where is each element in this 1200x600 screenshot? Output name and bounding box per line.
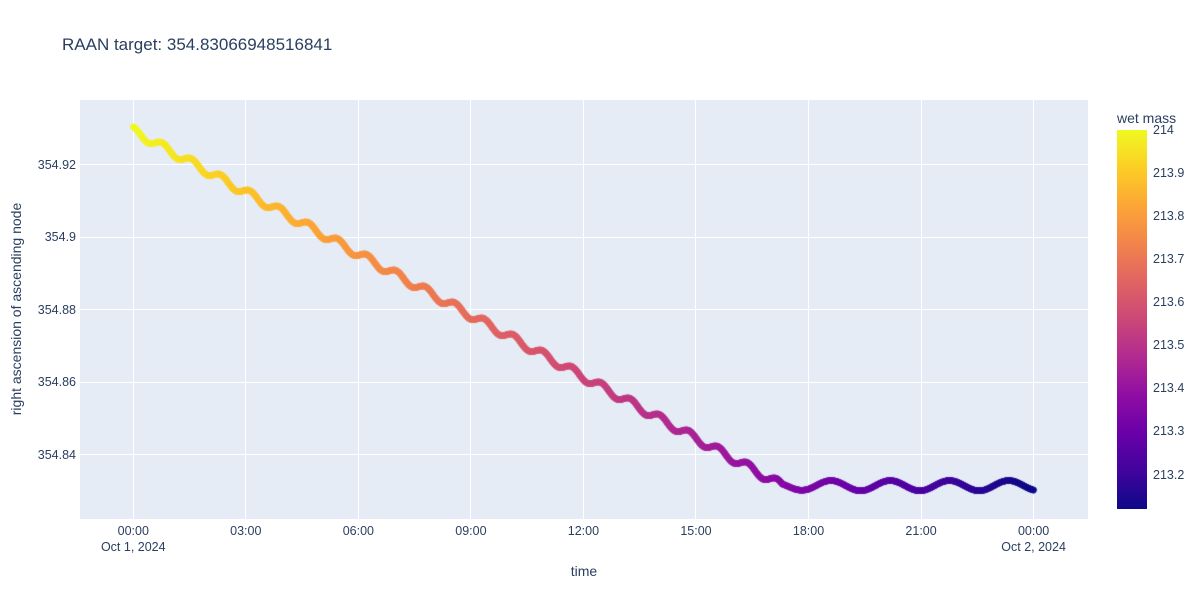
x-tick-label: 15:00: [680, 524, 712, 538]
colorbar-tick-label: 213.6: [1153, 295, 1185, 310]
colorbar-tick-label: 214: [1153, 123, 1174, 137]
y-tick-label: 354.9: [44, 230, 76, 245]
x-tick-label: 06:00: [342, 524, 374, 538]
y-tick-label: 354.92: [37, 157, 76, 172]
colorbar-title: wet mass: [1117, 110, 1177, 126]
x-tick-date-label: Oct 2, 2024: [1001, 540, 1066, 554]
x-tick-label: 09:00: [455, 524, 487, 538]
colorbar-tick-label: 213.7: [1153, 252, 1185, 267]
colorbar-tick-label: 213.8: [1153, 209, 1185, 224]
x-tick-label: 12:00: [567, 524, 600, 538]
colorbar-tick-label: 213.3: [1153, 424, 1185, 439]
x-tick-label: 21:00: [905, 524, 937, 538]
x-tick-date-label: Oct 1, 2024: [100, 540, 166, 554]
x-tick-label: 03:00: [230, 524, 262, 538]
colorbar-tick-label: 213.5: [1153, 338, 1185, 353]
y-tick-label: 354.86: [37, 375, 76, 390]
y-tick-label: 354.88: [37, 302, 76, 317]
x-tick-label: 00:00: [117, 524, 149, 538]
colorbar-tick-label: 213.9: [1153, 166, 1185, 181]
colorbar-gradient: [1117, 130, 1147, 509]
x-tick-label: 00:00: [1017, 524, 1050, 538]
y-axis-title: right ascension of ascending node: [8, 202, 24, 416]
y-tick-label: 354.84: [37, 447, 76, 462]
x-axis-title: time: [570, 563, 598, 579]
x-tick-label: 18:00: [792, 524, 825, 538]
colorbar-tick-label: 213.2: [1153, 467, 1185, 482]
colorbar-tick-label: 213.4: [1153, 381, 1185, 396]
